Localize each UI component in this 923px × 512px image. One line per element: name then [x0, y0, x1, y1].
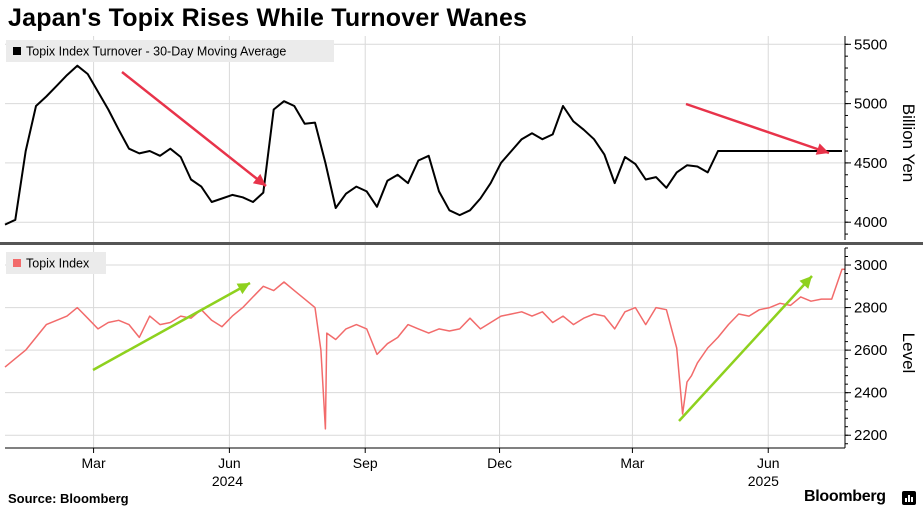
- legend-box: [6, 40, 334, 62]
- y-tick-label: 4000: [854, 214, 887, 231]
- x-year-label: 2024: [212, 473, 243, 489]
- bloomberg-logo: Bloomberg: [804, 488, 886, 505]
- y-tick-label: 2400: [854, 385, 887, 402]
- legend-label: Topix Index Turnover - 30-Day Moving Ave…: [26, 45, 286, 59]
- series-layer: [4, 64, 845, 430]
- legend-label: Topix Index: [26, 257, 90, 271]
- x-tick-label: Jun: [218, 455, 241, 471]
- uptrend-arrow-2-head: [799, 276, 812, 289]
- downtrend-arrow-1: [121, 71, 267, 187]
- downtrend-arrow-2-head: [815, 143, 829, 155]
- downtrend-arrow-1-head: [252, 173, 266, 186]
- topix-line: [4, 268, 845, 430]
- legend-box: [6, 252, 106, 274]
- legend-layer: Topix Index Turnover - 30-Day Moving Ave…: [6, 40, 334, 274]
- downtrend-arrow-2: [685, 102, 830, 155]
- turnover-line: [4, 64, 842, 226]
- x-tick-label: Mar: [82, 455, 106, 471]
- uptrend-arrow-1: [92, 281, 251, 372]
- x-tick-label: Mar: [620, 455, 644, 471]
- y-tick-label: 2800: [854, 300, 887, 317]
- x-year-label: 2025: [748, 473, 779, 489]
- y-tick-label: 2600: [854, 342, 887, 359]
- legend-swatch: [13, 47, 21, 55]
- legend-swatch: [13, 259, 21, 267]
- y-tick-label: 2200: [854, 427, 887, 444]
- y-tick-label: 5500: [854, 36, 887, 53]
- x-tick-label: Jun: [757, 455, 780, 471]
- bar-chart-icon: [902, 491, 916, 505]
- axis-layer: 4000 4500 5000 5500 Billion Yen 2200 2400 2600 2…: [0, 36, 923, 489]
- annotation-arrows: [92, 71, 830, 422]
- x-tick-label: Dec: [487, 455, 512, 471]
- chart-title: Japan's Topix Rises While Turnover Wanes: [8, 4, 528, 32]
- uptrend-arrow-2: [678, 275, 813, 422]
- y-tick-label: 5000: [854, 96, 887, 113]
- y-axis-title: Billion Yen: [899, 104, 918, 182]
- y-axis-title: Level: [899, 333, 918, 374]
- source-note: Source: Bloomberg: [8, 491, 129, 506]
- y-tick-label: 4500: [854, 155, 887, 172]
- uptrend-arrow-1-head: [236, 283, 250, 295]
- y-tick-label: 3000: [854, 257, 887, 274]
- x-tick-label: Sep: [353, 455, 378, 471]
